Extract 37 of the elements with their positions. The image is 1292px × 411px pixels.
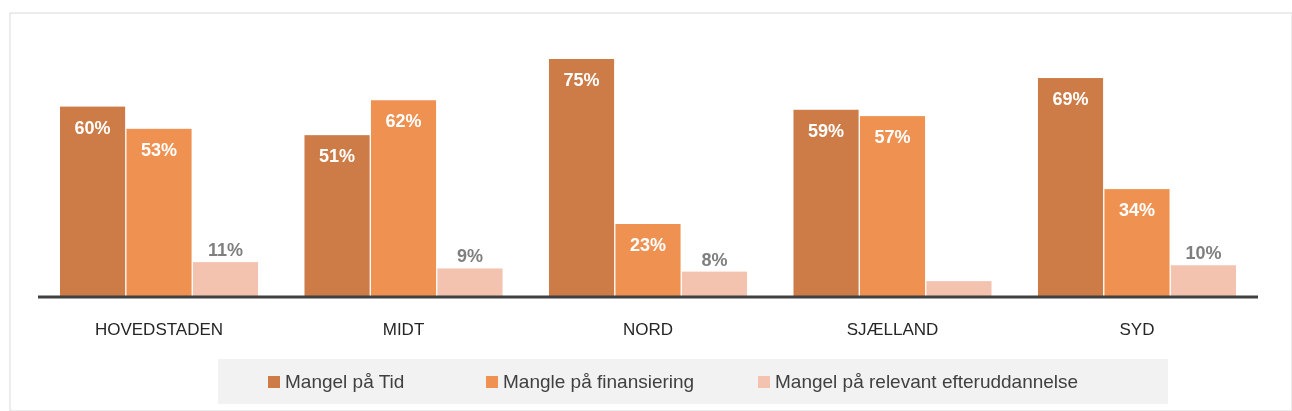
bar [1170, 265, 1236, 297]
bar [615, 224, 681, 297]
data-label: 8% [701, 249, 728, 270]
data-label: 69% [1052, 89, 1089, 110]
bar [859, 116, 926, 297]
bar [1104, 189, 1170, 297]
bar [60, 106, 126, 297]
data-label: 10% [1185, 243, 1222, 264]
x-tick-label: HOVEDSTADEN [94, 320, 224, 339]
data-label: 60% [74, 117, 111, 138]
data-label: 59% [808, 120, 845, 141]
data-label: 11% [207, 240, 243, 261]
data-label: 34% [1118, 200, 1155, 221]
data-label: 75% [563, 70, 600, 90]
data-label: 62% [385, 111, 422, 132]
data-label: 9% [456, 246, 483, 267]
legend-label: Mangel på Tid [285, 371, 405, 392]
data-label: 57% [874, 127, 911, 148]
bar [793, 109, 859, 297]
bar [437, 268, 503, 297]
data-label: 23% [629, 235, 667, 256]
bar [304, 135, 370, 297]
data-label: 53% [141, 139, 178, 160]
bar [1037, 78, 1104, 297]
bar [370, 100, 437, 297]
legend-label: Mangle på finansiering [503, 371, 695, 392]
bar [192, 262, 259, 297]
x-tick-label: SYD [1119, 320, 1155, 339]
bar [926, 281, 992, 297]
x-tick-label: MIDT [382, 320, 425, 339]
bar [548, 59, 615, 297]
x-tick-label: NORD [622, 320, 674, 339]
bar [126, 128, 192, 297]
data-label: 51% [319, 146, 356, 167]
legend-label: Mangel på relevant efteruddannelse [775, 371, 1079, 392]
x-tick-label: SJÆLLAND [846, 320, 939, 339]
bar [681, 271, 748, 297]
